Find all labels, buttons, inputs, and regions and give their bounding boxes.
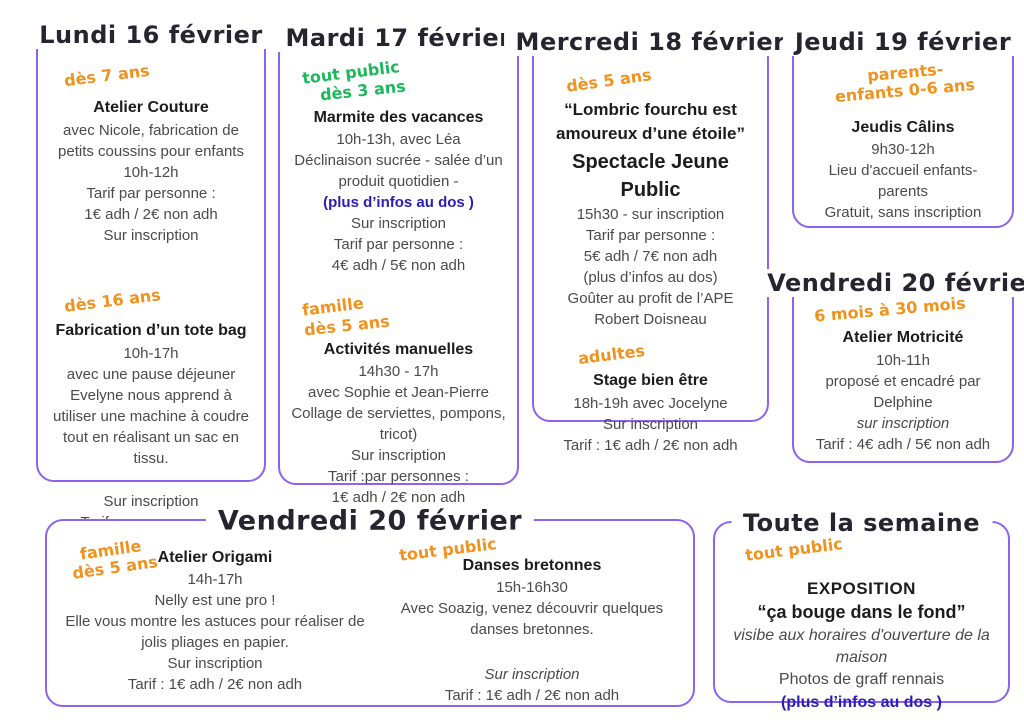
event-line: Gratuit, sans inscription — [824, 204, 982, 222]
event-title: Marmite des vacances — [313, 108, 484, 126]
card-jeudi-19-fevrier: Jeudi 19 février parents-enfants 0-6 ans… — [782, 28, 1024, 228]
age-tag: dès 7 ans — [63, 60, 151, 91]
event-line: Tarif : 1€ adh / 2€ non adh — [563, 436, 738, 454]
card-body: parents-enfants 0-6 ans Jeudis Câlins 9h… — [794, 60, 1012, 223]
event-title: Activités manuelles — [323, 340, 474, 358]
event-title: Stage bien être — [593, 372, 708, 390]
event-line: avec une pause déjeuner — [66, 365, 236, 383]
event-line: 10h-17h — [123, 344, 179, 362]
event-subtitle: “ça bouge dans le fond” — [757, 602, 966, 623]
event-line: Sur inscription — [167, 655, 263, 673]
event-line: Nelly est une pro ! — [154, 592, 276, 610]
event-title: Fabrication d’un tote bag — [55, 322, 247, 340]
age-tag: dès 16 ans — [63, 284, 162, 316]
week-title: Toute la semaine — [731, 509, 992, 537]
event-line: Photos de graff rennais — [778, 671, 945, 689]
card-body: dès 7 ans Atelier Couture avec Nicole, f… — [38, 61, 264, 554]
event-line: Sur inscription — [484, 666, 580, 684]
day-title-mercredi: Mercredi 18 février — [503, 28, 798, 56]
day-title-vendredi: Vendredi 20 février — [755, 269, 1024, 297]
event-line: Evelyne nous apprend à utiliser une mach… — [53, 386, 249, 467]
event-line: Sur inscription — [103, 492, 199, 510]
day-title-jeudi: Jeudi 19 février — [782, 28, 1024, 56]
event-title: Atelier Couture — [93, 99, 209, 117]
event-line: 1€ adh / 2€ non adh — [84, 205, 218, 223]
event-line: 9h30-12h — [871, 141, 935, 159]
day-title-vendredi-bas: Vendredi 20 février — [205, 505, 535, 537]
event-subtitle: Spectacle Jeune Public — [572, 150, 729, 201]
more-info-note: (plus d’infos au dos ) — [323, 194, 474, 212]
event-line: Sur inscription — [350, 215, 447, 233]
event-line: 10h-13h, avec Léa — [336, 131, 461, 149]
age-tag: 6 mois à 30 mois — [813, 293, 967, 326]
event-line: Tarif par personne : — [333, 236, 464, 254]
event-title: Danses bretonnes — [462, 557, 602, 574]
card-vendredi-20-fevrier-apres-midi: Vendredi 20 février famille dès 5 ans Ate… — [45, 505, 695, 707]
event-line: Tarif : 1€ adh / 2€ non adh — [444, 687, 620, 705]
card-body: dès 5 ans “Lombric fourchu est amoureux … — [534, 65, 767, 456]
event-line: 15h30 - sur inscription — [576, 205, 725, 223]
event-line: Tarif : 1€ adh / 2€ non adh — [127, 676, 303, 694]
event-line: avec Nicole, fabrication de petits couss… — [58, 121, 244, 160]
event-line: Tarif : 4€ adh / 5€ non adh — [815, 435, 991, 453]
event-line: Sur inscription — [602, 415, 699, 433]
audience-tag: parents-enfants 0-6 ans — [833, 58, 976, 107]
event-line: 15h-16h30 — [496, 579, 568, 597]
event-line: 10h-11h — [876, 351, 930, 369]
card-body: EXPOSITION “ça bouge dans le fond” visib… — [715, 577, 1008, 714]
audience-tag: adultes — [577, 340, 646, 369]
event-line: Lieu d'accueil enfants-parents — [828, 162, 978, 201]
event-title: Jeudis Câlins — [851, 118, 955, 136]
event-line: visibe aux horaires d'ouverture de la ma… — [733, 627, 990, 667]
event-line: Elle vous montre les astuces pour réalis… — [65, 613, 365, 652]
event-title: EXPOSITION — [807, 579, 916, 598]
day-title-lundi: Lundi 16 février — [27, 21, 275, 49]
event-line: Goûter au profit de l’APE Robert Doisnea… — [567, 289, 734, 328]
event-title: Atelier Motricité — [842, 329, 964, 347]
event-line: 14h30 - 17h — [358, 363, 439, 381]
event-title: “Lombric fourchu est amoureux d’une étoi… — [556, 100, 745, 144]
card-mercredi-18-fevrier: Mercredi 18 février dès 5 ans “Lombric f… — [503, 28, 798, 454]
event-line: Déclinaison sucrée - salée d’un produit … — [294, 152, 503, 191]
event-line: Tarif par personne : — [585, 226, 716, 244]
event-line: Sur inscription — [350, 447, 447, 465]
event-line: 14h-17h — [187, 571, 243, 589]
event-line: 4€ adh / 5€ non adh — [331, 257, 466, 275]
event-line: Tarif par personne : — [86, 184, 216, 202]
event-line: 10h-12h — [123, 163, 179, 181]
card-vendredi-20-fevrier-matin: Vendredi 20 février 6 mois à 30 mois Ate… — [755, 269, 1024, 463]
card-body: 6 mois à 30 mois Atelier Motricité 10h-1… — [794, 293, 1012, 455]
event-title: Atelier Origami — [157, 549, 273, 566]
card-body: tout public dès 3 ans Marmite des vacanc… — [280, 57, 517, 508]
event-line: 18h-19h avec Jocelyne — [573, 394, 728, 412]
event-line: Avec Soazig, venez découvrir quelques da… — [400, 600, 664, 639]
event-line: Sur inscription — [103, 226, 199, 244]
danses-column: Danses bretonnes 15h-16h30 Avec Soazig, … — [382, 555, 682, 706]
event-line: (plus d’infos au dos) — [583, 268, 718, 286]
origami-column: Atelier Origami 14h-17h Nelly est une pr… — [65, 547, 365, 695]
event-line: proposé et encadré par Delphine — [825, 372, 981, 411]
event-line: 1€ adh / 2€ non adh — [331, 489, 466, 507]
card-mardi-17-fevrier: Mardi 17 février tout public dès 3 ans M… — [273, 24, 524, 506]
event-line: Tarif :par personnes : — [328, 468, 469, 486]
age-tag: dès 5 ans — [564, 65, 653, 96]
more-info-note: (plus d’infos au dos ) — [781, 693, 942, 711]
event-line: avec Sophie et Jean-Pierre — [308, 384, 489, 402]
event-line: 5€ adh / 7€ non adh — [583, 247, 718, 265]
audience-tag: tout public — [744, 534, 844, 565]
card-toute-la-semaine: Toute la semaine tout public EXPOSITION … — [713, 509, 1010, 711]
card-lundi-16-fevrier: Lundi 16 février dès 7 ans Atelier Coutu… — [27, 21, 275, 552]
day-title-mardi: Mardi 17 février — [273, 24, 524, 52]
event-line: Collage de serviettes, pompons, tricot) — [291, 405, 506, 444]
event-line: sur inscription — [856, 414, 950, 432]
